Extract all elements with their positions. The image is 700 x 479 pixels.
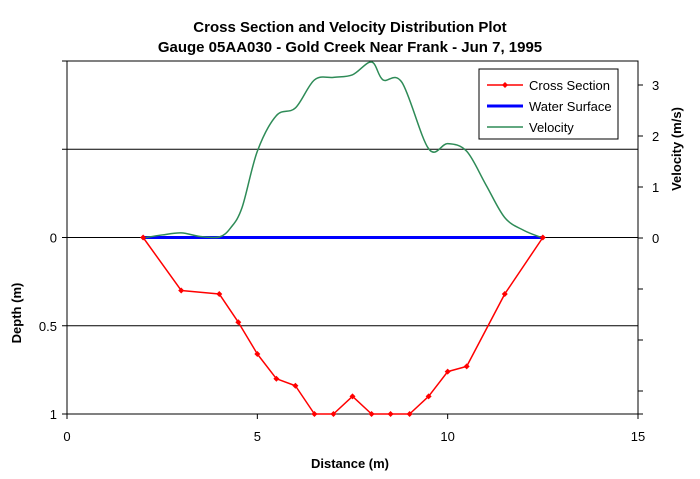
cross-section-point	[387, 411, 394, 417]
velocity-axis-tick-labels: 0 1 2 3	[652, 78, 659, 246]
x-axis-title: Distance (m)	[311, 456, 389, 471]
depth-tick-label: 1	[50, 407, 57, 422]
depth-tick-label: 0	[50, 231, 57, 246]
legend-cross-section-label: Cross Section	[529, 78, 610, 93]
cross-section-point	[254, 350, 261, 357]
series	[142, 61, 544, 415]
velocity-tick-label: 1	[652, 180, 659, 195]
cross-section-point	[349, 393, 356, 400]
depth-axis-tick-labels: 00.51	[39, 231, 57, 423]
cross-section-point	[425, 393, 432, 400]
cross-section-point	[330, 411, 337, 417]
cross-section-point	[140, 234, 147, 241]
chart-subtitle: Gauge 05AA030 - Gold Creek Near Frank - …	[158, 39, 542, 56]
velocity-tick-label: 2	[652, 129, 659, 144]
cross-section-point	[463, 363, 470, 370]
velocity-line	[143, 61, 544, 239]
cross-section-point	[292, 382, 299, 389]
cross-section-point	[444, 368, 451, 375]
cross-section-line	[142, 237, 544, 415]
series-markers	[140, 234, 546, 417]
depth-tick-label: 0.5	[39, 319, 57, 334]
cross-section-point	[235, 319, 242, 326]
x-tick-label: 0	[63, 429, 70, 444]
velocity-tick-label: 3	[652, 78, 659, 93]
cross-section-point	[539, 234, 546, 241]
cross-section-point	[501, 290, 508, 297]
cross-section-point	[406, 411, 413, 417]
x-axis-tick-labels: 0 5 10 15	[63, 429, 645, 444]
depth-axis-title: Depth (m)	[9, 283, 24, 344]
cross-section-point	[178, 287, 185, 294]
legend-water-surface-label: Water Surface	[529, 99, 612, 114]
tick-marks	[62, 60, 643, 419]
cross-section-point	[273, 375, 280, 382]
x-tick-label: 5	[254, 429, 261, 444]
velocity-axis-title: Velocity (m/s)	[669, 107, 684, 191]
chart-title: Cross Section and Velocity Distribution …	[193, 19, 506, 36]
cross-section-point	[368, 411, 375, 417]
x-tick-label: 15	[631, 429, 645, 444]
velocity-tick-label: 0	[652, 231, 659, 246]
cross-section-point	[216, 290, 223, 297]
legend: Cross Section Water Surface Velocity	[478, 68, 619, 140]
x-tick-label: 10	[440, 429, 454, 444]
legend-velocity-label: Velocity	[529, 120, 574, 135]
cross-section-point	[311, 411, 318, 417]
legend-cross-section-marker	[502, 82, 508, 88]
